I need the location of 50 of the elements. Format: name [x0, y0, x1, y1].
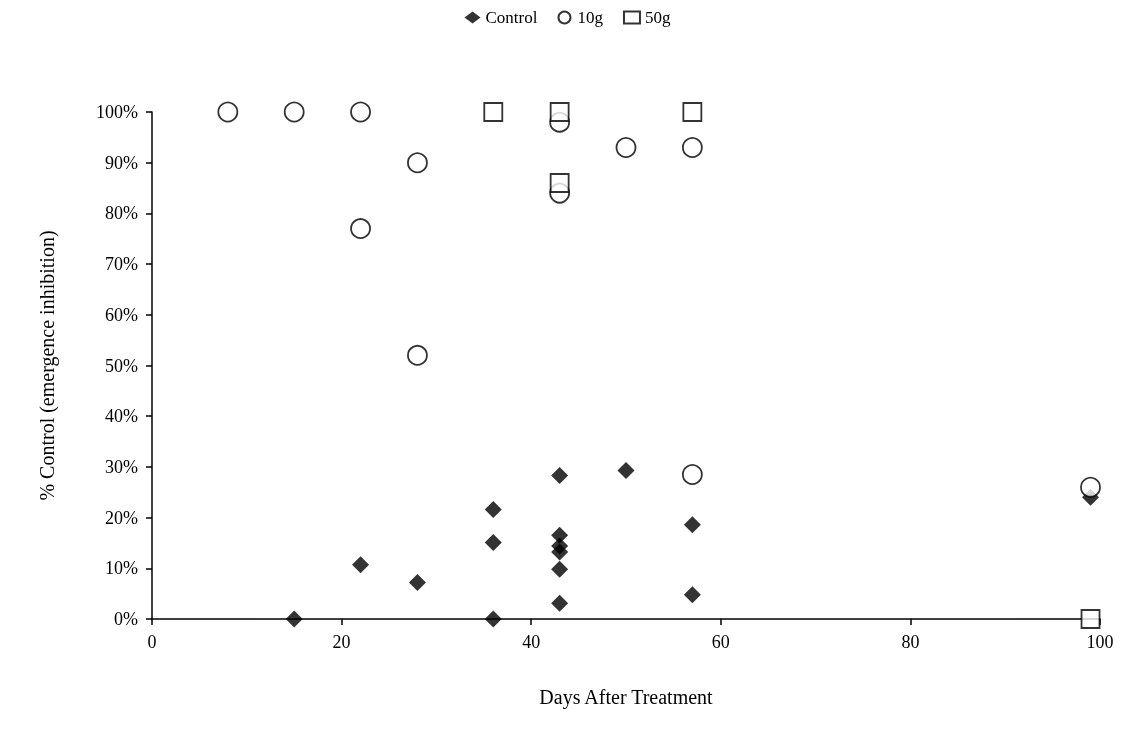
point — [549, 173, 570, 193]
point — [681, 137, 703, 158]
point — [615, 137, 637, 158]
point — [683, 586, 701, 604]
y-tick-label: 80% — [105, 203, 138, 224]
y-tick-label: 0% — [114, 609, 138, 629]
x-tick-label: 40 — [522, 632, 541, 652]
point — [352, 556, 370, 574]
point — [283, 101, 305, 123]
point — [683, 516, 701, 534]
point — [681, 464, 703, 485]
point — [551, 594, 569, 612]
x-tick-label: 20 — [332, 632, 351, 652]
point — [350, 101, 371, 123]
x-axis-title: Days After Treatment — [539, 686, 714, 709]
point — [407, 152, 428, 174]
x-tick-label: 100 — [1086, 632, 1114, 652]
y-tick-label: 10% — [105, 558, 138, 579]
point — [484, 500, 502, 518]
legend-label: 50g — [644, 8, 671, 27]
y-tick-label: 90% — [105, 152, 138, 173]
point — [682, 102, 703, 122]
legend-label: 10g — [577, 8, 604, 27]
point — [483, 102, 504, 122]
point — [407, 344, 428, 366]
y-tick-label: 50% — [105, 355, 138, 376]
y-tick-label: 40% — [105, 406, 138, 427]
point — [484, 533, 502, 551]
y-tick-label: 70% — [105, 254, 138, 275]
point — [1080, 476, 1101, 498]
y-axis-title: % Control (emergence inhibition) — [36, 230, 59, 501]
point — [408, 574, 426, 591]
point — [549, 102, 570, 122]
point — [217, 101, 239, 123]
y-tick-label: 60% — [105, 304, 138, 325]
point — [484, 610, 502, 628]
point — [350, 218, 371, 239]
y-tick-label: 20% — [105, 507, 138, 528]
point — [551, 467, 569, 485]
point — [551, 543, 569, 561]
point — [617, 461, 635, 479]
x-tick-label: 80 — [901, 632, 920, 652]
y-tick-label: 100% — [96, 102, 138, 122]
x-tick-label: 0 — [147, 632, 157, 652]
point — [285, 610, 303, 628]
point — [1080, 609, 1101, 629]
x-tick-label: 60 — [711, 632, 730, 652]
legend-label: Control — [485, 8, 538, 27]
y-tick-label: 30% — [105, 456, 138, 477]
point — [551, 560, 569, 578]
